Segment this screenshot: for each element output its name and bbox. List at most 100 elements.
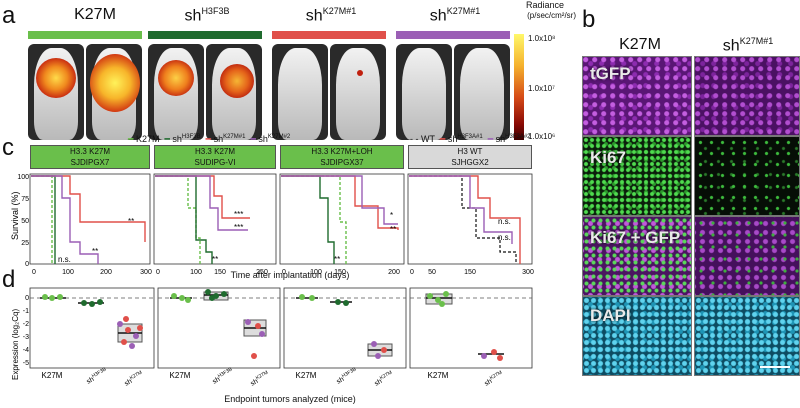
curve-3-h3f3b [281,175,335,264]
group-bar-sh-h3f3b [148,31,262,39]
expression-yticks: 0 -1 -2 -3 -4 -5 [23,295,29,367]
sig-1b: ** [92,247,98,256]
micrograph-merge-sh [694,216,800,296]
svg-text:150: 150 [334,269,346,276]
expression-xlabel: Endpoint tumors analyzed (mice) [224,394,356,404]
curve-1-k27m [31,175,53,264]
mouse-image-1 [28,44,84,140]
micrograph-merge-k27m [582,216,692,296]
sig-4b: n.s. [498,233,511,242]
svg-text:100: 100 [310,269,322,276]
svg-text:shK27M: shK27M [123,370,145,388]
svg-text:shH3F3B: shH3F3B [335,366,360,386]
colorbar-tick-2: 1.0x10⁷ [528,84,555,93]
row-label-dapi: DAPI [590,306,631,325]
sig-3a: * [390,211,393,220]
sig-2c: ** [212,255,218,264]
sig-1a: ** [128,217,134,226]
svg-text:shH3F3B: shH3F3B [85,366,110,386]
survival-xlabel: Time after implantation (days) [230,270,350,280]
micrograph-ki67-k27m [582,136,692,216]
subpanel-header-4: H3 WT SJHGGX2 [408,145,532,169]
svg-text:100: 100 [62,269,74,276]
expr-frame-1 [29,287,155,369]
svg-text:50: 50 [428,269,436,276]
survival-xticks: 0 100 200 300 0 100 150 250 0 100 150 20… [32,269,534,276]
mouse-image-3 [148,44,204,140]
panel-a-label: a [2,2,16,29]
group-label-k27m: K27M [74,6,116,23]
micrograph-dapi-k27m [582,296,692,376]
curve-3-sh2 [281,175,398,225]
sig-3c: ** [334,255,340,264]
curve-1-sh2 [31,175,99,264]
panel-b-col-sh: shK27M#1 [722,36,774,55]
svg-text:300: 300 [140,269,152,276]
svg-text:150: 150 [214,269,226,276]
svg-text:0: 0 [25,261,29,268]
curve-2-h3f3b [155,175,213,264]
sig-3b: ** [390,225,396,234]
svg-text:25: 25 [21,240,29,247]
svg-text:-5: -5 [23,360,29,367]
expr-frame-3 [283,287,407,369]
radiance-colorbar-title: Radiance [525,0,564,10]
sig-1c: n.s. [58,255,71,264]
svg-text:-4: -4 [23,347,29,354]
survival-ylabel: Survival (%) [10,191,20,240]
mouse-image-7 [396,44,452,140]
radiance-colorbar [514,34,524,140]
panel-b-label: b [582,6,596,33]
legend-left: ━ K27M ━ shH3F3B ━ shK27M#1 ━ shK27M#2 [128,134,291,144]
survival-yticks: 100 75 50 25 0 [17,174,29,268]
group-label-sh-k27m1: shK27M#1 [305,6,357,25]
svg-text:K27M: K27M [296,371,317,380]
micrograph-ki67-sh [694,136,800,216]
mouse-image-2 [86,44,142,140]
sig-4a: n.s. [498,217,511,226]
svg-text:100: 100 [17,174,29,181]
curve-3-k27m [281,175,347,264]
svg-text:300: 300 [522,269,534,276]
expression-plots: Expression (log₂Cq) 0 -1 -2 -3 -4 -5 [11,287,533,388]
survival-frame-1 [29,173,151,265]
survival-frame-4 [407,173,533,265]
row-label-ki67-gfp: Ki67 + GFP [590,228,681,247]
subpanel-header-2: H3.3 K27M SUDIPG-VI [154,145,276,169]
svg-text:-3: -3 [23,334,29,341]
svg-text:-1: -1 [23,308,29,315]
svg-text:-2: -2 [23,321,29,328]
mouse-image-4 [206,44,262,140]
panel-b-col-k27m: K27M [619,36,661,53]
subpanel-header-1: H3.3 K27M SJDIPGX7 [30,145,150,169]
curve-2-sh2 [155,175,248,231]
svg-text:K27M: K27M [428,371,449,380]
group-label-sh-k27m1-b: shK27M#1 [429,6,481,25]
expr-frame-2 [157,287,281,369]
survival-frame-3 [279,173,405,265]
panel-c-label: c [2,134,14,161]
row-label-ki67: Ki67 [590,148,626,167]
legend-right: - - WT ━ shH3F3A#1 ━ shH3F3A#2 [410,134,531,144]
mouse-image-8 [454,44,510,140]
mouse-image-5 [272,44,328,140]
group-bar-k27m [28,31,142,39]
svg-text:150: 150 [464,269,476,276]
colorbar-tick-1: 1.0x10⁸ [528,34,556,43]
curve-4-sh1 [409,175,521,264]
expression-ylabel: Expression (log₂Cq) [11,309,20,380]
svg-text:0: 0 [282,269,286,276]
svg-text:50: 50 [21,218,29,225]
svg-text:K27M: K27M [42,371,63,380]
svg-text:0: 0 [156,269,160,276]
svg-text:75: 75 [21,196,29,203]
svg-text:0: 0 [410,269,414,276]
group-bar-sh-k27m1-b [396,31,510,39]
svg-text:K27M: K27M [170,371,191,380]
micrograph-tgfp-sh [694,56,800,136]
svg-text:shK27M: shK27M [373,370,395,388]
curve-2-k27m [155,175,201,264]
curve-4-sh2 [409,175,513,244]
radiance-colorbar-unit: (p/sec/cm²/sr) [527,11,576,20]
svg-text:200: 200 [388,269,400,276]
